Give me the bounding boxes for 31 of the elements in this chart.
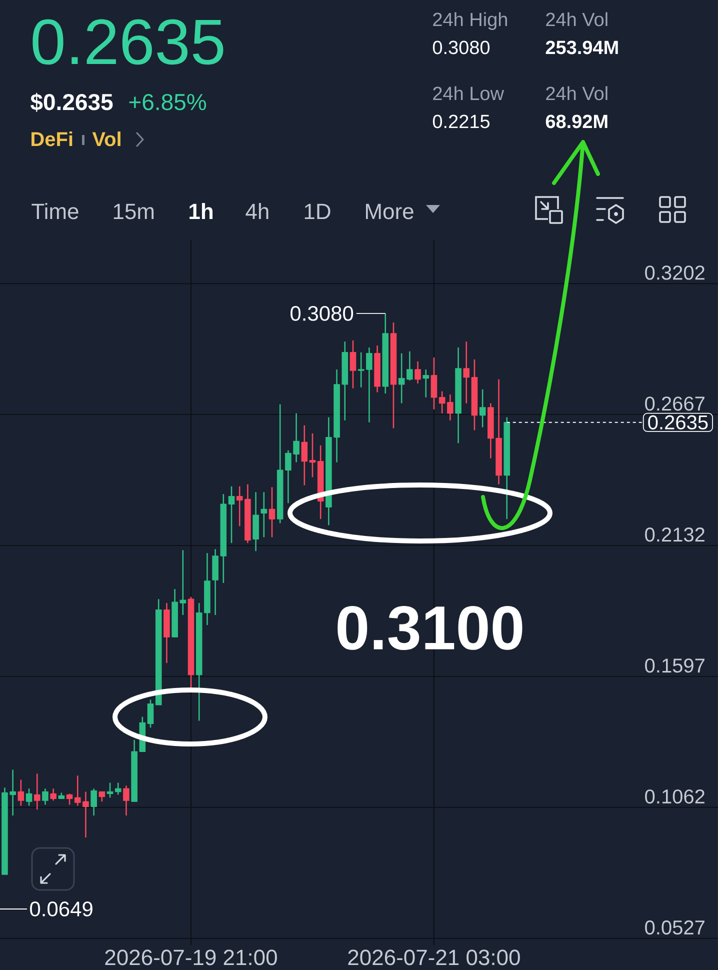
ref-line-label: 0.2635 — [648, 415, 708, 430]
annotation: 0.3100 — [338, 606, 522, 650]
text: 0.3080 — [432, 40, 490, 54]
text: 24h High — [433, 12, 507, 30]
x-tick-label: 2026-07-21 03:00 — [348, 950, 520, 966]
y-tick-label: 0.1597 — [645, 658, 704, 673]
y-tick-label: 0.1062 — [645, 789, 704, 804]
y-tick-label: 0.2132 — [645, 528, 704, 542]
text: 15m — [114, 204, 154, 220]
text: 68.92M — [546, 114, 608, 128]
annotation: 0.0649 — [30, 902, 92, 916]
text: DeFi — [32, 132, 72, 146]
text: 4h — [246, 203, 268, 219]
text: 24h Low — [433, 86, 504, 100]
chart-title: 0.2635 — [32, 19, 224, 65]
y-tick-label: 0.2667 — [645, 396, 704, 411]
x-tick-label: 2026-07-19 21:00 — [105, 950, 277, 966]
text: Time — [32, 203, 78, 220]
text: +6.85% — [129, 94, 206, 110]
text: 1h — [190, 203, 213, 219]
text: 253.94M — [546, 40, 618, 54]
text: Vol — [92, 132, 120, 146]
text: 24h Vol — [546, 12, 608, 26]
annotation: 0.3080 — [290, 306, 354, 321]
text: 24h Vol — [546, 86, 608, 100]
text: More — [366, 204, 414, 220]
text: 1D — [304, 204, 330, 219]
y-tick-label: 0.3202 — [645, 266, 704, 280]
text: 0.2215 — [432, 114, 490, 128]
text: $0.2635 — [30, 92, 113, 112]
y-tick-label: 0.0527 — [645, 920, 704, 935]
